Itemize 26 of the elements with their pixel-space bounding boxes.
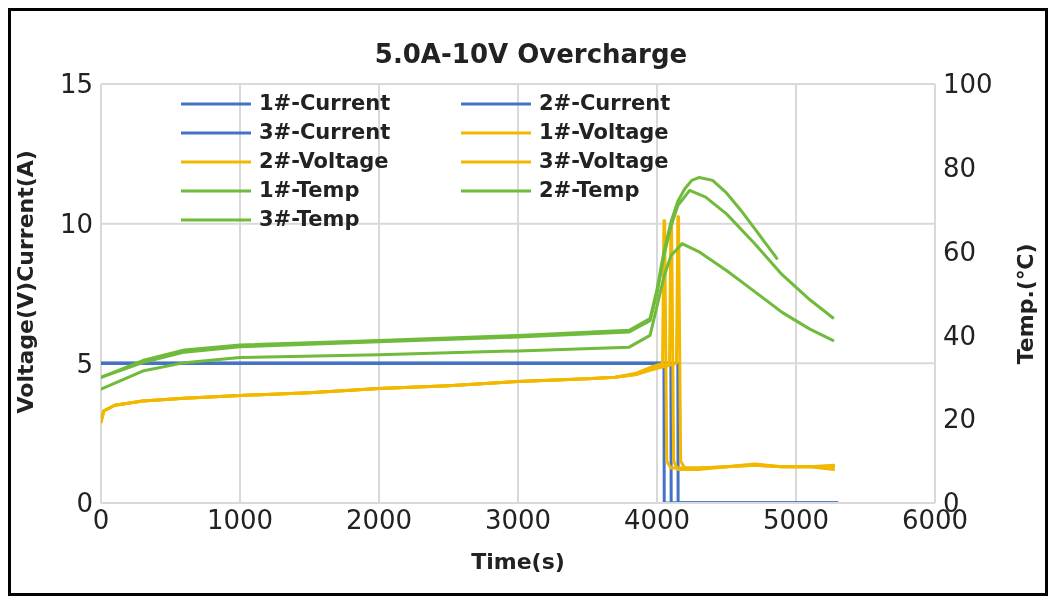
y2-tick-label: 80 [943,153,977,184]
x-tick-label: 4000 [623,505,691,536]
chart-title: 5.0A-10V Overcharge [373,39,689,69]
legend-label: 1#-Current [259,90,391,117]
y-tick-label: 10 [59,208,93,239]
y2-tick-label: 60 [943,236,977,267]
y2-tick-label: 100 [943,69,993,100]
x-tick-label: 2000 [345,505,413,536]
legend-label: 1#-Temp [259,177,360,204]
legend-label: 3#-Voltage [539,148,669,175]
x-tick-label: 1000 [206,505,274,536]
legend-label: 3#-Temp [259,206,360,233]
y2-tick-label: 40 [943,320,977,351]
x-axis-title: Time(s) [471,549,565,574]
x-tick-label: 3000 [484,505,552,536]
legend-label: 2#-Temp [539,177,640,204]
legend-label: 2#-Current [539,90,671,117]
y2-axis-title: Temp.(℃) [1012,243,1038,365]
legend-label: 2#-Voltage [259,148,389,175]
legend-label: 3#-Current [259,119,391,146]
y-axis-title: Voltage(V)Current(A) [12,150,38,414]
y-tick-label: 15 [59,69,93,100]
y2-tick-label: 20 [943,404,977,435]
x-tick-label: 5000 [762,505,830,536]
legend-label: 1#-Voltage [539,119,669,146]
y-tick-label: 5 [76,348,93,379]
